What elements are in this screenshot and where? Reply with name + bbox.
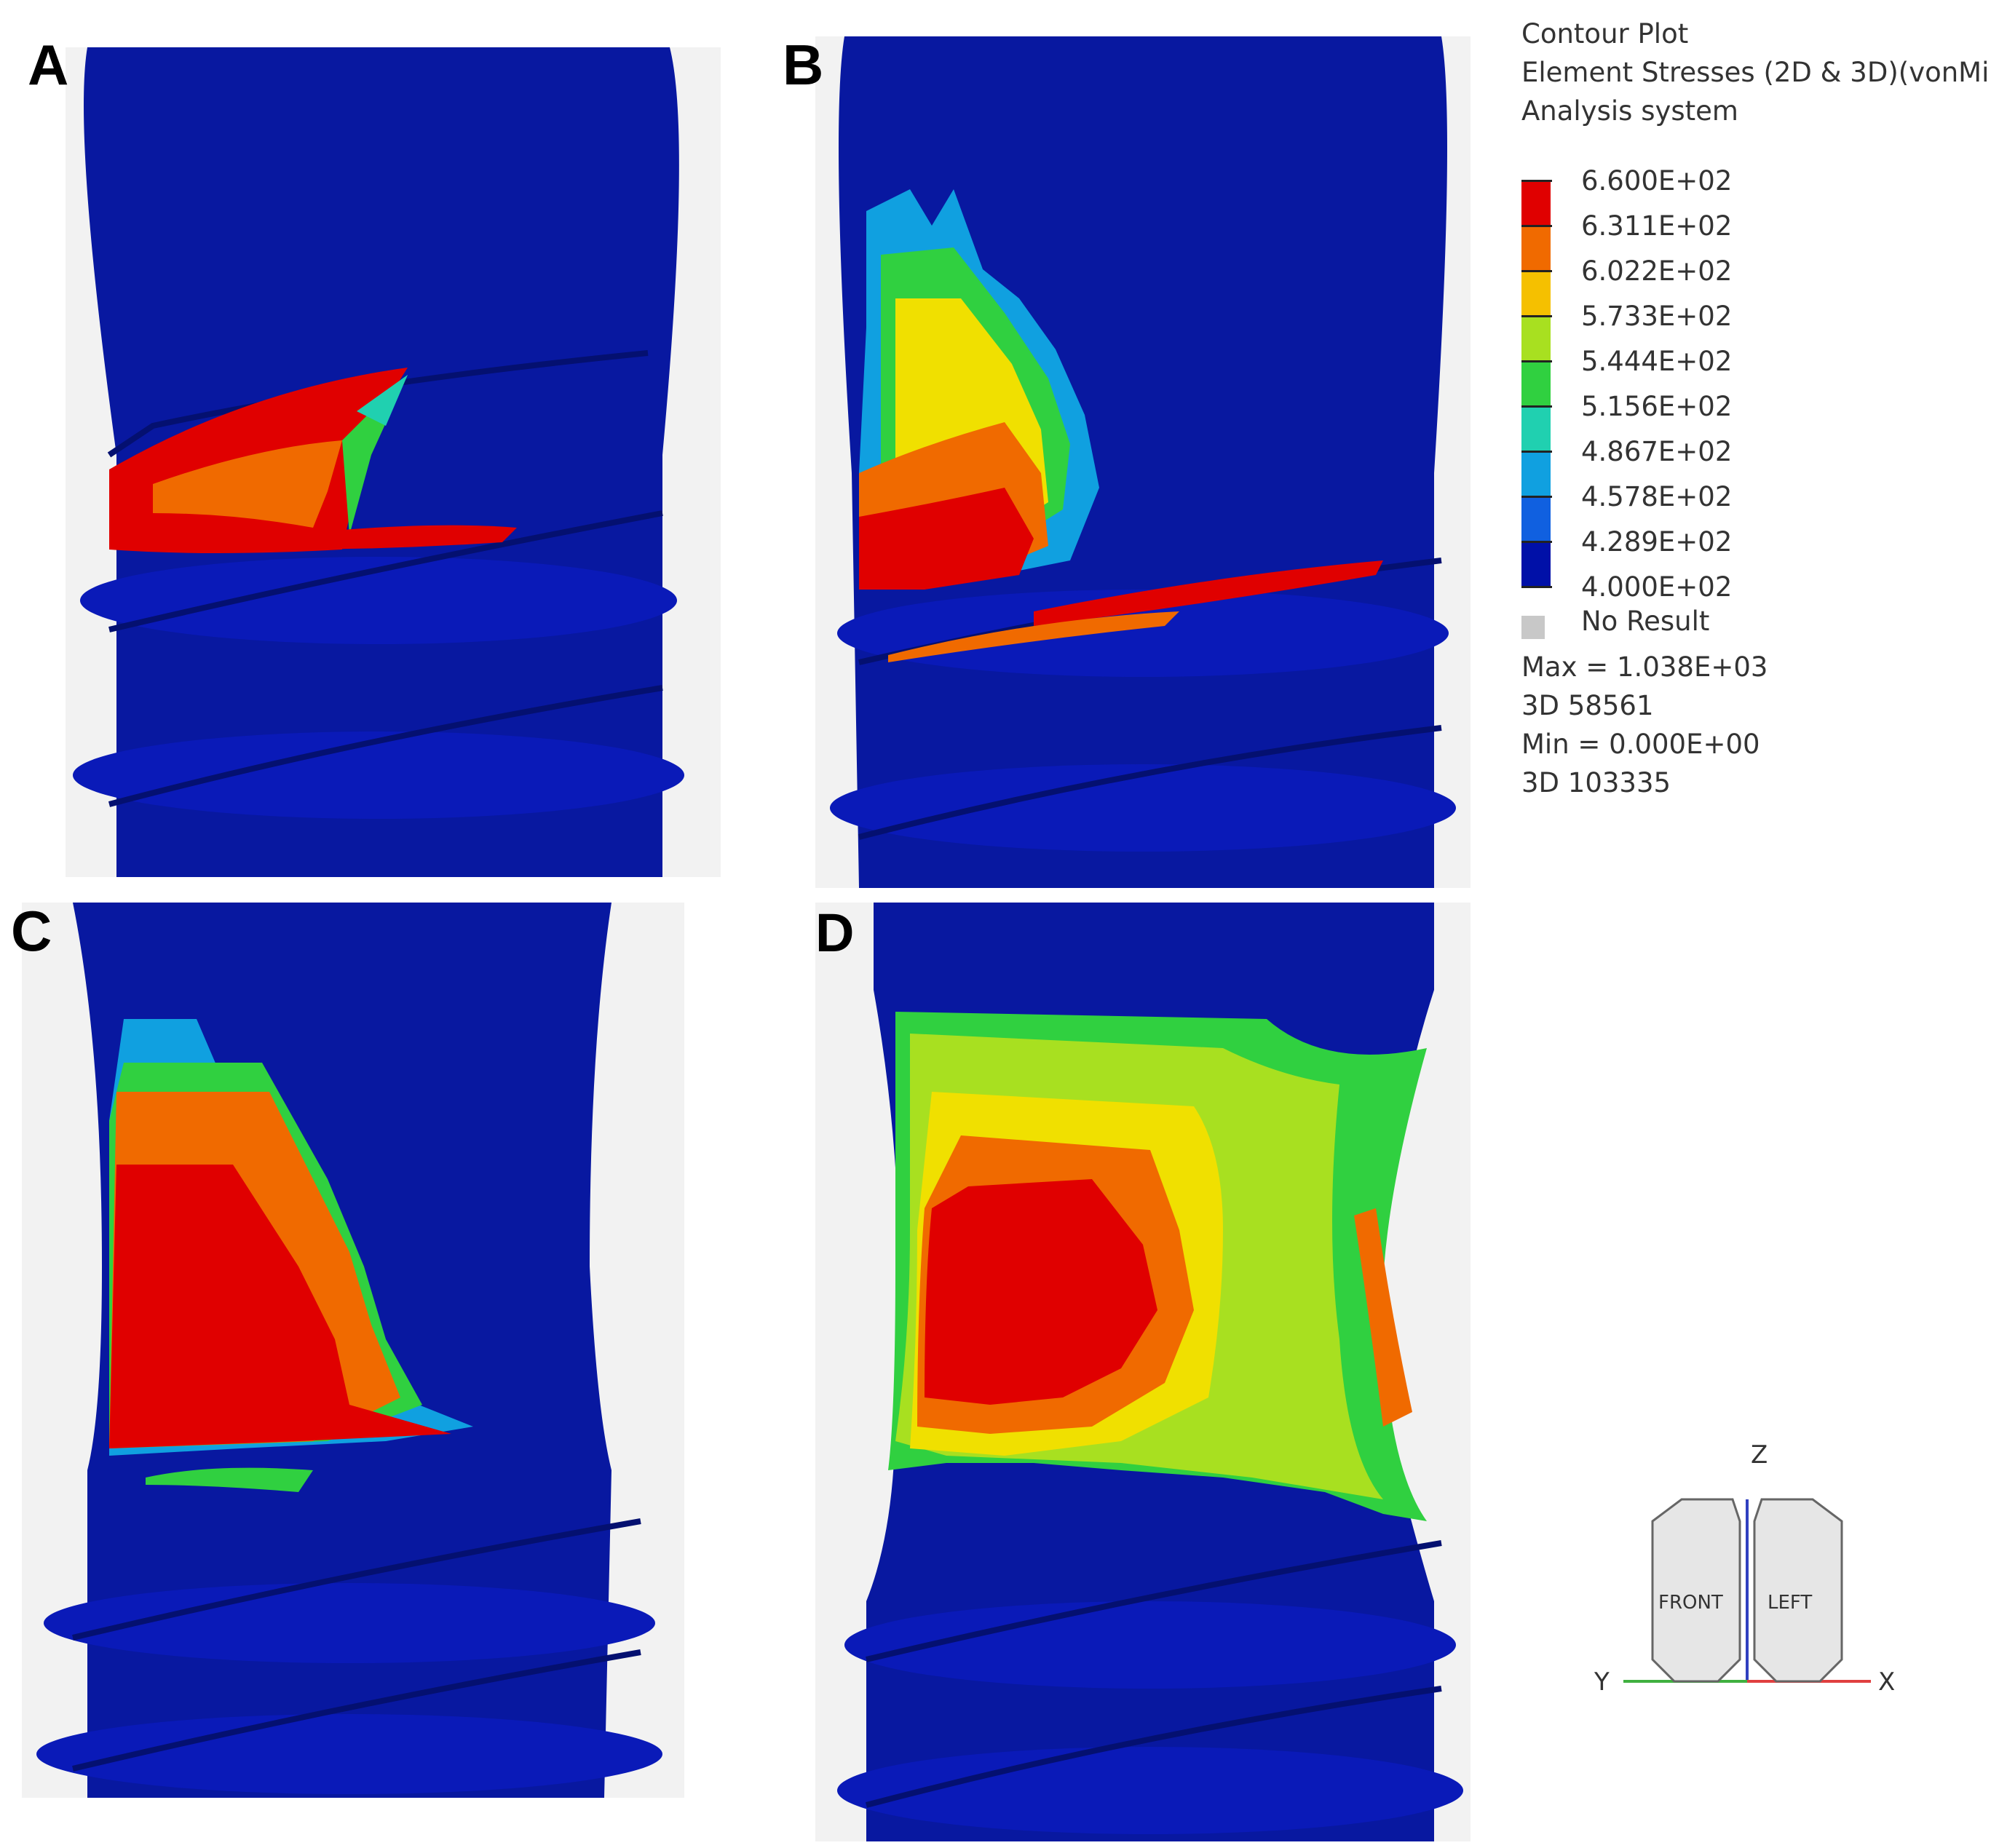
legend-tick-6 (1521, 405, 1552, 408)
legend-swatch-7 (1521, 451, 1551, 496)
panel-d-label: D (815, 903, 855, 963)
legend-level-4: 5.733E+02 (1581, 301, 1733, 332)
triad-left-label: LEFT (1768, 1592, 1812, 1614)
legend-swatch-1 (1521, 180, 1551, 225)
legend-level-6: 5.156E+02 (1581, 391, 1733, 422)
legend-tick-9 (1521, 541, 1552, 543)
legend-tick-4 (1521, 315, 1552, 317)
legend-swatch-5 (1521, 360, 1551, 405)
legend-swatch-2 (1521, 225, 1551, 270)
legend-subtitle: Element Stresses (2D & 3D)(vonMi (1521, 57, 1987, 88)
legend-tick-3 (1521, 270, 1552, 272)
legend-title: Contour Plot (1521, 18, 1689, 49)
legend-level-3: 6.022E+02 (1581, 255, 1733, 287)
legend-max: Max = 1.038E+03 (1521, 651, 1768, 683)
legend-system: Analysis system (1521, 95, 1738, 127)
legend-level-8: 4.578E+02 (1581, 481, 1733, 512)
triad-y-label: Y (1594, 1667, 1610, 1697)
contour-legend: Contour Plot Element Stresses (2D & 3D)(… (1521, 15, 1987, 798)
legend-max-element: 3D 58561 (1521, 690, 1654, 721)
panel-c-stress-image (22, 903, 684, 1798)
legend-min-element: 3D 103335 (1521, 767, 1671, 798)
panel-b-label: B (783, 33, 824, 97)
legend-min: Min = 0.000E+00 (1521, 729, 1760, 760)
triad-z-label: Z (1751, 1441, 1768, 1470)
legend-no-result-label: No Result (1581, 606, 1710, 637)
legend-no-result-swatch (1521, 616, 1545, 639)
triad-cube-front (1651, 1498, 1741, 1683)
implant-a-graphic (73, 47, 684, 877)
legend-tick-10 (1521, 586, 1552, 588)
legend-tick-5 (1521, 360, 1552, 362)
legend-swatch-9 (1521, 541, 1551, 586)
panel-d-stress-image (815, 903, 1471, 1841)
panel-c-label: C (11, 899, 52, 963)
triad-cube-left (1753, 1498, 1843, 1683)
legend-tick-2 (1521, 225, 1552, 227)
implant-c-graphic (36, 903, 662, 1798)
legend-level-10: 4.000E+02 (1581, 571, 1733, 603)
panel-b-stress-image (815, 36, 1471, 888)
legend-level-5: 5.444E+02 (1581, 346, 1733, 377)
view-orientation-triad: Z FRONT LEFT Y X (1594, 1441, 1895, 1697)
triad-front-label: FRONT (1658, 1592, 1723, 1614)
legend-level-9: 4.289E+02 (1581, 526, 1733, 558)
panel-a-stress-image (66, 47, 721, 877)
legend-level-7: 4.867E+02 (1581, 436, 1733, 467)
legend-swatch-3 (1521, 270, 1551, 315)
legend-swatch-6 (1521, 405, 1551, 451)
legend-tick-1 (1521, 180, 1552, 182)
legend-tick-7 (1521, 451, 1552, 453)
legend-stats: Max = 1.038E+03 3D 58561 Min = 0.000E+00… (1521, 648, 1768, 802)
legend-level-2: 6.311E+02 (1581, 210, 1733, 242)
implant-d-graphic (837, 903, 1463, 1841)
legend-level-1: 6.600E+02 (1581, 165, 1733, 197)
legend-swatch-8 (1521, 496, 1551, 541)
legend-tick-8 (1521, 496, 1552, 498)
implant-b-graphic (830, 36, 1456, 888)
legend-swatch-4 (1521, 315, 1551, 360)
triad-x-label: X (1878, 1667, 1895, 1697)
panel-a-label: A (28, 33, 69, 97)
